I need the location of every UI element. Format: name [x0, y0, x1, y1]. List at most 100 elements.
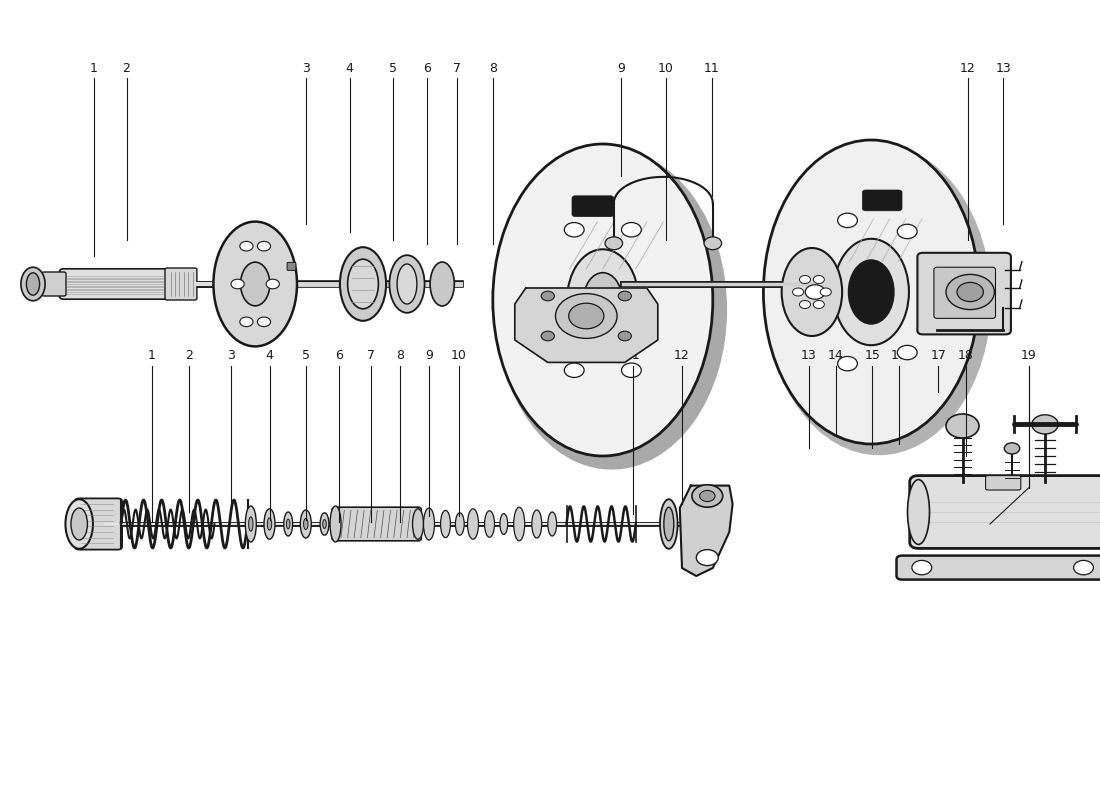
- Text: 3: 3: [227, 350, 235, 362]
- Ellipse shape: [531, 510, 541, 538]
- Ellipse shape: [763, 140, 979, 444]
- Circle shape: [564, 363, 584, 378]
- Text: 3: 3: [301, 62, 310, 74]
- Circle shape: [898, 224, 917, 238]
- Circle shape: [541, 291, 554, 301]
- Circle shape: [821, 288, 832, 296]
- Ellipse shape: [322, 519, 327, 529]
- FancyBboxPatch shape: [332, 507, 421, 541]
- Circle shape: [618, 331, 631, 341]
- Circle shape: [898, 346, 917, 360]
- Circle shape: [813, 275, 824, 283]
- Text: 4: 4: [265, 350, 274, 362]
- Ellipse shape: [330, 506, 341, 542]
- Text: 10: 10: [451, 350, 466, 362]
- Ellipse shape: [663, 507, 673, 541]
- Circle shape: [800, 301, 811, 309]
- Circle shape: [946, 414, 979, 438]
- Circle shape: [618, 291, 631, 301]
- Circle shape: [957, 282, 983, 302]
- Circle shape: [569, 303, 604, 329]
- Circle shape: [837, 357, 857, 371]
- Ellipse shape: [834, 238, 909, 346]
- Text: 12: 12: [674, 350, 690, 362]
- Ellipse shape: [568, 250, 639, 350]
- FancyBboxPatch shape: [287, 262, 296, 270]
- Ellipse shape: [468, 509, 478, 539]
- Ellipse shape: [389, 255, 425, 313]
- Ellipse shape: [848, 260, 894, 324]
- Circle shape: [564, 222, 584, 237]
- FancyBboxPatch shape: [165, 268, 197, 300]
- Ellipse shape: [499, 514, 508, 534]
- Ellipse shape: [213, 222, 297, 346]
- Text: 7: 7: [366, 350, 375, 362]
- Circle shape: [605, 237, 623, 250]
- Circle shape: [231, 279, 244, 289]
- Text: 9: 9: [425, 350, 433, 362]
- Circle shape: [621, 363, 641, 378]
- Ellipse shape: [548, 512, 557, 536]
- Circle shape: [541, 331, 554, 341]
- Text: 5: 5: [388, 62, 397, 74]
- FancyBboxPatch shape: [862, 190, 902, 210]
- Ellipse shape: [441, 510, 451, 538]
- Text: 6: 6: [422, 62, 431, 74]
- Circle shape: [257, 242, 271, 251]
- FancyBboxPatch shape: [934, 267, 996, 318]
- Polygon shape: [680, 486, 733, 576]
- Ellipse shape: [249, 517, 253, 531]
- Ellipse shape: [514, 507, 525, 541]
- FancyBboxPatch shape: [59, 269, 172, 299]
- Circle shape: [240, 317, 253, 326]
- Text: 4: 4: [345, 62, 354, 74]
- Circle shape: [837, 213, 857, 227]
- Ellipse shape: [496, 150, 727, 470]
- Ellipse shape: [65, 499, 92, 549]
- Text: 11: 11: [704, 62, 719, 74]
- Ellipse shape: [245, 506, 256, 542]
- Text: 12: 12: [960, 62, 976, 74]
- Text: 9: 9: [617, 62, 626, 74]
- Circle shape: [556, 294, 617, 338]
- Ellipse shape: [412, 509, 424, 539]
- Ellipse shape: [424, 508, 434, 540]
- FancyBboxPatch shape: [917, 253, 1011, 334]
- Text: 1: 1: [89, 62, 98, 74]
- Ellipse shape: [782, 248, 843, 336]
- FancyBboxPatch shape: [572, 196, 614, 217]
- FancyBboxPatch shape: [42, 272, 66, 296]
- Ellipse shape: [320, 513, 329, 535]
- Ellipse shape: [340, 247, 386, 321]
- Ellipse shape: [455, 513, 464, 535]
- FancyBboxPatch shape: [896, 555, 1100, 579]
- Text: 19: 19: [1021, 350, 1036, 362]
- Text: 14: 14: [828, 350, 844, 362]
- Text: 8: 8: [488, 62, 497, 74]
- Ellipse shape: [584, 273, 623, 327]
- Circle shape: [536, 293, 556, 307]
- Ellipse shape: [304, 518, 308, 530]
- Circle shape: [696, 550, 718, 566]
- Text: 8: 8: [396, 350, 405, 362]
- Circle shape: [792, 288, 804, 296]
- Text: 16: 16: [891, 350, 906, 362]
- Ellipse shape: [267, 518, 272, 530]
- Circle shape: [1074, 560, 1093, 574]
- FancyBboxPatch shape: [75, 498, 122, 550]
- Ellipse shape: [348, 259, 378, 309]
- Ellipse shape: [397, 264, 417, 304]
- Ellipse shape: [70, 508, 87, 540]
- Ellipse shape: [26, 273, 40, 295]
- Ellipse shape: [21, 267, 45, 301]
- Text: 6: 6: [334, 350, 343, 362]
- Text: 2: 2: [185, 350, 194, 362]
- Text: 1: 1: [147, 350, 156, 362]
- Circle shape: [257, 317, 271, 326]
- Text: 13: 13: [996, 62, 1011, 74]
- Ellipse shape: [908, 480, 930, 544]
- Ellipse shape: [484, 510, 495, 538]
- Ellipse shape: [493, 144, 713, 456]
- Circle shape: [1004, 443, 1020, 454]
- Text: 2: 2: [122, 62, 131, 74]
